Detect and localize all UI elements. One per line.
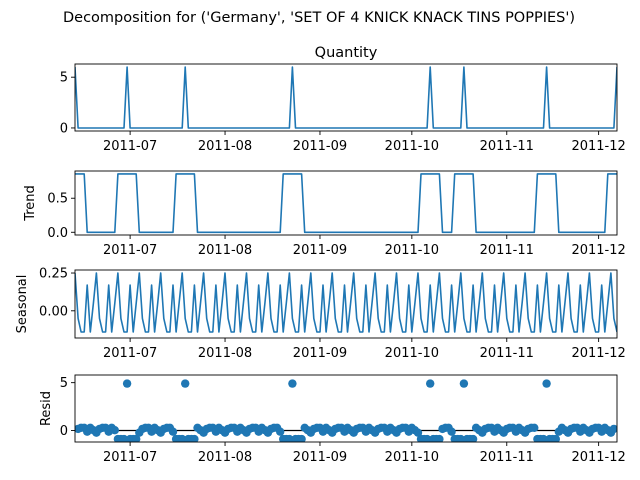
resid-point [288, 379, 297, 388]
resid-point [530, 423, 539, 432]
x-tick-label: 2011-10 [385, 139, 439, 154]
x-tick-label: 2011-07 [103, 139, 157, 154]
series-line [75, 272, 617, 333]
x-tick-label: 2011-11 [480, 450, 534, 465]
resid-point [276, 427, 285, 436]
x-tick-label: 2011-08 [198, 139, 252, 154]
plot-area [75, 272, 617, 333]
axes-frame [74, 63, 618, 132]
resid-point [435, 434, 444, 442]
resid-point [297, 434, 306, 442]
y-axis-label: Trend [23, 185, 38, 222]
x-tick-label: 2011-07 [103, 243, 157, 258]
x-tick-label: 2011-10 [385, 450, 439, 465]
resid-point [459, 379, 469, 388]
y-tick-label: 5 [60, 376, 68, 391]
x-tick-label: 2011-12 [571, 139, 625, 154]
resid-point [422, 434, 432, 442]
panel-1: Quantity 0 5 2011-07 2011-08 2011-09 2011-10 20… [60, 45, 626, 154]
y-tick-label: 0.00 [39, 304, 68, 319]
resid-point [413, 428, 423, 437]
resid-point [168, 427, 178, 436]
resid-point [551, 434, 560, 442]
axes-frame [74, 374, 618, 443]
series-line [75, 66, 617, 129]
resid-point [609, 424, 617, 434]
x-tick-label: 2011-12 [571, 450, 625, 465]
panels: Quantity 0 5 2011-07 2011-08 2011-09 2011-10 20… [15, 45, 626, 465]
x-tick-label: 2011-08 [198, 243, 252, 258]
x-tick-label: 2011-12 [571, 346, 625, 361]
x-tick-label: 2011-11 [480, 243, 534, 258]
y-tick-label: 0 [60, 424, 68, 439]
x-tick-label: 2011-10 [385, 243, 439, 258]
axes-frame [74, 170, 618, 236]
y-axis-label: Resid [39, 391, 54, 426]
y-tick-label: 0.0 [47, 226, 68, 241]
resid-point [542, 379, 551, 388]
plot-area [75, 66, 617, 129]
panel-3: Seasonal 0.00 0.25 2011-07 2011-08 2011-09 201… [15, 267, 626, 361]
resid-point [190, 434, 199, 442]
figure-title: Decomposition for ('Germany', 'SET OF 4 … [63, 10, 575, 26]
panel-2: Trend 0.0 0.5 2011-07 2011-08 2011-09 2011-10 2… [23, 170, 626, 258]
axes-frame [74, 269, 618, 339]
x-tick-label: 2011-10 [385, 346, 439, 361]
x-tick-label: 2011-09 [293, 346, 347, 361]
panel-title: Quantity [315, 45, 378, 61]
plot-area [75, 173, 617, 234]
plot-area [75, 379, 617, 442]
x-tick-label: 2011-09 [293, 139, 347, 154]
y-tick-label: 5 [60, 71, 68, 86]
series-line [75, 173, 617, 234]
x-tick-label: 2011-11 [480, 346, 534, 361]
y-tick-label: 0 [60, 121, 68, 136]
x-tick-label: 2011-07 [103, 346, 157, 361]
resid-point [181, 379, 190, 388]
y-tick-label: 0.25 [39, 267, 68, 282]
panel-4: Resid 0 5 2011-07 2011-08 2011-09 2011-10 2011-… [39, 374, 626, 465]
resid-point [426, 379, 435, 388]
resid-point [468, 434, 478, 442]
y-axis-label: Seasonal [15, 275, 30, 334]
resid-point [110, 426, 120, 435]
x-tick-label: 2011-09 [293, 450, 347, 465]
x-tick-label: 2011-11 [480, 139, 534, 154]
resid-point [447, 427, 456, 436]
x-tick-label: 2011-07 [103, 450, 157, 465]
resid-point [456, 434, 465, 442]
x-tick-label: 2011-08 [198, 450, 252, 465]
y-tick-label: 0.5 [47, 192, 68, 207]
x-tick-label: 2011-08 [198, 346, 252, 361]
x-tick-label: 2011-12 [571, 243, 625, 258]
resid-point [122, 379, 132, 388]
x-tick-label: 2011-09 [293, 243, 347, 258]
